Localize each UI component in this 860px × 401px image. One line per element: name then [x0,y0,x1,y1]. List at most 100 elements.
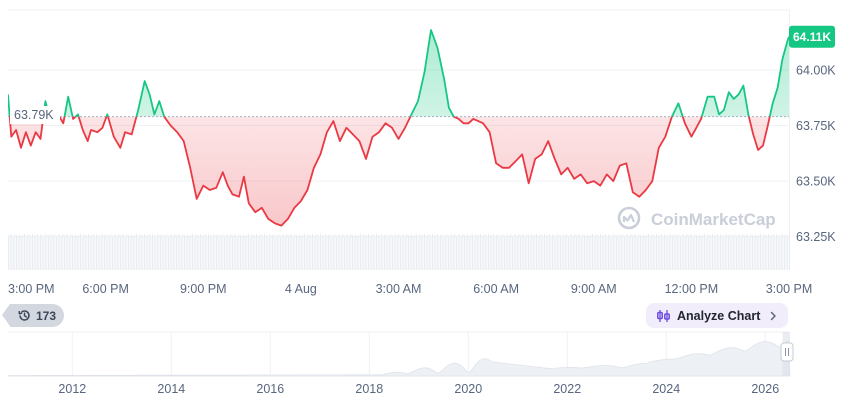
volume-bar [142,236,144,270]
volume-bar [529,236,531,270]
volume-bar [556,234,558,270]
volume-bar [428,234,430,270]
volume-bar [144,234,145,270]
volume-bar [342,234,344,270]
volume-bar [755,234,757,270]
volume-bar [291,234,293,270]
volume-bar [105,234,107,270]
volume-bar [651,234,653,270]
volume-bar [492,234,494,270]
range-navigator[interactable]: 2012 2014 2016 2018 2020 2022 2024 2026 [7,331,794,396]
volume-bar [99,236,101,270]
volume-bar [179,234,181,270]
volume-bar [379,235,381,270]
volume-bar [763,234,765,270]
volume-bar [616,235,617,270]
volume-bar [619,235,621,270]
volume-bar [752,234,753,270]
volume-bar [736,236,737,270]
volume-bar [366,235,368,270]
volume-bar [624,236,625,270]
volume-bar [137,236,139,270]
history-count-badge[interactable]: 173 [2,304,64,327]
volume-bar [128,234,129,270]
volume-bar [200,234,201,270]
volume-bar [25,236,27,270]
volume-bar [648,234,649,270]
navigator-tick-label: 2022 [553,382,581,396]
volume-bar [646,235,648,270]
volume-bar [56,236,57,270]
x-tick-label: 9:00 AM [571,282,617,296]
volume-bar [768,234,769,270]
x-tick-label: 3:00 PM [8,282,55,296]
volume-bar [449,234,451,270]
volume-bar [22,235,24,270]
volume-bar [614,234,616,270]
volume-bar [308,234,310,270]
volume-bar [659,235,661,270]
volume-bar [737,234,739,270]
volume-bar [275,236,277,270]
volume-bar [259,235,261,270]
volume-bar [422,235,424,270]
volume-bar [396,235,398,270]
volume-bar [35,235,37,270]
volume-bar [460,236,462,270]
volume-bar [100,234,102,270]
analyze-chart-button[interactable]: Analyze Chart [646,303,788,328]
chevron-right-icon [768,311,778,321]
volume-bar [769,235,771,270]
volume-bar [332,234,334,270]
volume-bar [337,234,339,270]
volume-bar [745,234,747,270]
volume-bar [560,235,561,270]
volume-bar [233,234,235,270]
volume-bar [243,234,245,270]
navigator-handle[interactable] [780,342,794,362]
volume-bar [627,234,629,270]
volume-bar [190,234,192,270]
volume-bar [240,235,241,270]
volume-bar [540,234,542,270]
volume-bar [310,235,312,270]
volume-bar [40,234,41,270]
volume-bar [374,236,376,270]
volume-bar [592,234,593,270]
volume-bar [574,234,576,270]
volume-bar [595,234,597,270]
volume-bar [28,234,30,270]
x-tick-label: 6:00 AM [473,282,519,296]
volume-bar [188,235,190,270]
area-fill-down [8,116,789,226]
volume-bar [238,234,240,270]
volume-bar [115,235,117,270]
volume-bar [264,234,265,270]
volume-bar [500,234,502,270]
volume-bar [776,234,777,270]
volume-bar [491,235,493,270]
volume-bar [779,236,781,270]
volume-bar [590,235,592,270]
y-tick-label: 63.75K [796,119,836,133]
volume-bar [672,235,673,270]
volume-bar [628,235,630,270]
volume-bar [718,236,720,270]
volume-bar [412,236,414,270]
volume-bar [572,236,574,270]
volume-bar [92,234,94,270]
volume-bar [507,235,509,270]
volume-bar [371,234,373,270]
volume-bar [664,234,665,270]
volume-bar [192,234,193,270]
volume-bar [116,235,118,270]
volume-bar [723,236,725,270]
volume-bar [97,234,99,270]
volume-bar [660,234,662,270]
volume-bar [160,235,161,270]
volume-bar [606,236,608,270]
volume-bar [577,235,579,270]
volume-bar [417,236,419,270]
volume-bar [262,236,264,270]
